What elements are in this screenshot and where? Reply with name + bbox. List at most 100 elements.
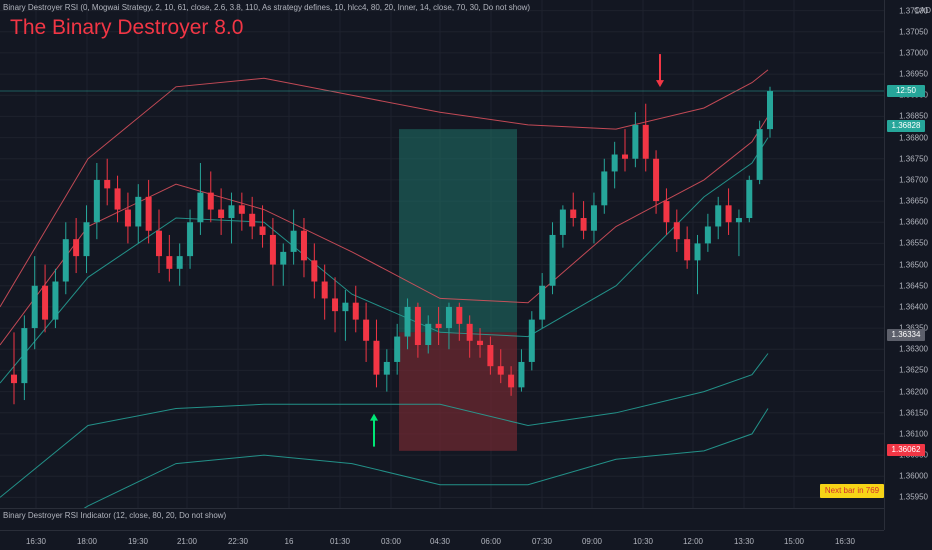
indicator-header[interactable]: Binary Destroyer RSI (0, Mogwai Strategy… <box>3 3 531 12</box>
candle <box>166 234 173 282</box>
candle <box>497 349 504 384</box>
candle <box>228 192 235 244</box>
candle <box>197 162 204 235</box>
candle <box>466 315 473 358</box>
price-tick: 1.36550 <box>899 238 928 248</box>
candle <box>746 175 753 223</box>
candle <box>104 158 111 206</box>
time-label: 12:00 <box>682 537 704 546</box>
time-label: 01:30 <box>329 537 351 546</box>
candle <box>332 277 339 333</box>
price-chart[interactable] <box>0 0 884 508</box>
candle <box>145 179 152 244</box>
candle <box>135 184 142 244</box>
time-label: 15:00 <box>783 537 805 546</box>
price-tick: 1.36700 <box>899 175 928 185</box>
candle <box>508 366 515 396</box>
candle <box>42 264 49 333</box>
candle <box>383 349 390 392</box>
price-tick: 1.36350 <box>899 324 928 333</box>
time-label: 06:00 <box>480 537 502 546</box>
time-label: 13:30 <box>733 537 755 546</box>
candle <box>21 315 28 401</box>
buy-arrow-head <box>370 413 378 421</box>
price-tick: 1.36250 <box>899 365 928 375</box>
price-axis[interactable]: CAD 1.371001.370501.370001.369501.369001… <box>884 0 932 530</box>
price-tick: 1.36500 <box>899 260 928 270</box>
time-label: 10:30 <box>632 537 654 546</box>
candle <box>756 120 763 185</box>
countdown-tag: 12:50 <box>887 85 925 98</box>
candle <box>187 209 194 269</box>
candle <box>445 302 452 350</box>
sell-arrow-head <box>656 80 664 88</box>
candle <box>321 264 328 320</box>
time-label: 18:00 <box>76 537 98 546</box>
currency-label: CAD <box>914 6 931 15</box>
time-label: 21:00 <box>176 537 198 546</box>
crosshair-price-tag: 1.36334 <box>887 328 925 341</box>
candle <box>352 285 359 333</box>
price-tick: 1.36850 <box>899 111 928 121</box>
candle <box>414 302 421 358</box>
band-basis <box>0 137 769 384</box>
candle <box>549 222 556 295</box>
candle <box>300 218 307 278</box>
candle <box>176 243 183 286</box>
price-tick: 1.36100 <box>899 429 928 439</box>
candle <box>290 209 297 265</box>
candle <box>715 196 722 240</box>
price-tick: 1.36600 <box>899 217 928 227</box>
watermark-title: The Binary Destroyer 8.0 <box>10 16 244 39</box>
price-tick: 1.36800 <box>899 133 928 143</box>
target-zone <box>399 129 517 333</box>
band-outer-lower <box>83 408 769 508</box>
candle <box>62 222 69 295</box>
candle <box>663 188 670 235</box>
candle <box>425 315 432 354</box>
time-label: 22:30 <box>227 537 249 546</box>
rsi-indicator-label[interactable]: Binary Destroyer RSI Indicator (12, clos… <box>3 511 227 520</box>
candle <box>311 243 318 299</box>
price-tick: 1.36300 <box>899 344 928 354</box>
stop-price-tag: 1.36062 <box>887 444 925 456</box>
price-tick: 1.36750 <box>899 154 928 164</box>
candle <box>73 218 80 274</box>
candle <box>518 349 525 392</box>
candle <box>31 256 38 350</box>
candle <box>456 302 463 341</box>
candle <box>559 205 566 248</box>
candle <box>435 306 442 346</box>
candle <box>580 201 587 240</box>
candle <box>280 243 287 286</box>
candle <box>632 112 639 168</box>
time-label: 04:30 <box>429 537 451 546</box>
price-tick: 1.36950 <box>899 69 928 79</box>
price-tick: 1.36650 <box>899 196 928 206</box>
candle <box>114 175 121 223</box>
band-inner-upper <box>0 116 769 346</box>
candle <box>694 234 701 295</box>
candle <box>342 289 349 341</box>
candle <box>735 209 742 257</box>
candle <box>528 311 535 371</box>
candle <box>684 226 691 269</box>
candle <box>539 273 546 329</box>
price-tick: 1.36000 <box>899 471 928 481</box>
candle <box>269 218 276 286</box>
candle <box>725 188 732 235</box>
candle <box>363 302 370 362</box>
candle <box>83 205 90 274</box>
candle <box>477 328 484 358</box>
candle <box>93 162 100 240</box>
candle <box>52 268 59 329</box>
price-tick: 1.36450 <box>899 281 928 291</box>
time-label: 07:30 <box>531 537 553 546</box>
time-axis[interactable]: 16:30 18:00 19:30 21:00 22:30 16 01:30 03:00 04:… <box>0 530 884 550</box>
candles <box>11 86 773 405</box>
pane-separator[interactable] <box>0 508 884 509</box>
price-tick: 1.35950 <box>899 492 928 502</box>
candle <box>259 205 266 248</box>
time-label: 16:30 <box>25 537 47 546</box>
stop-zone <box>399 332 517 451</box>
